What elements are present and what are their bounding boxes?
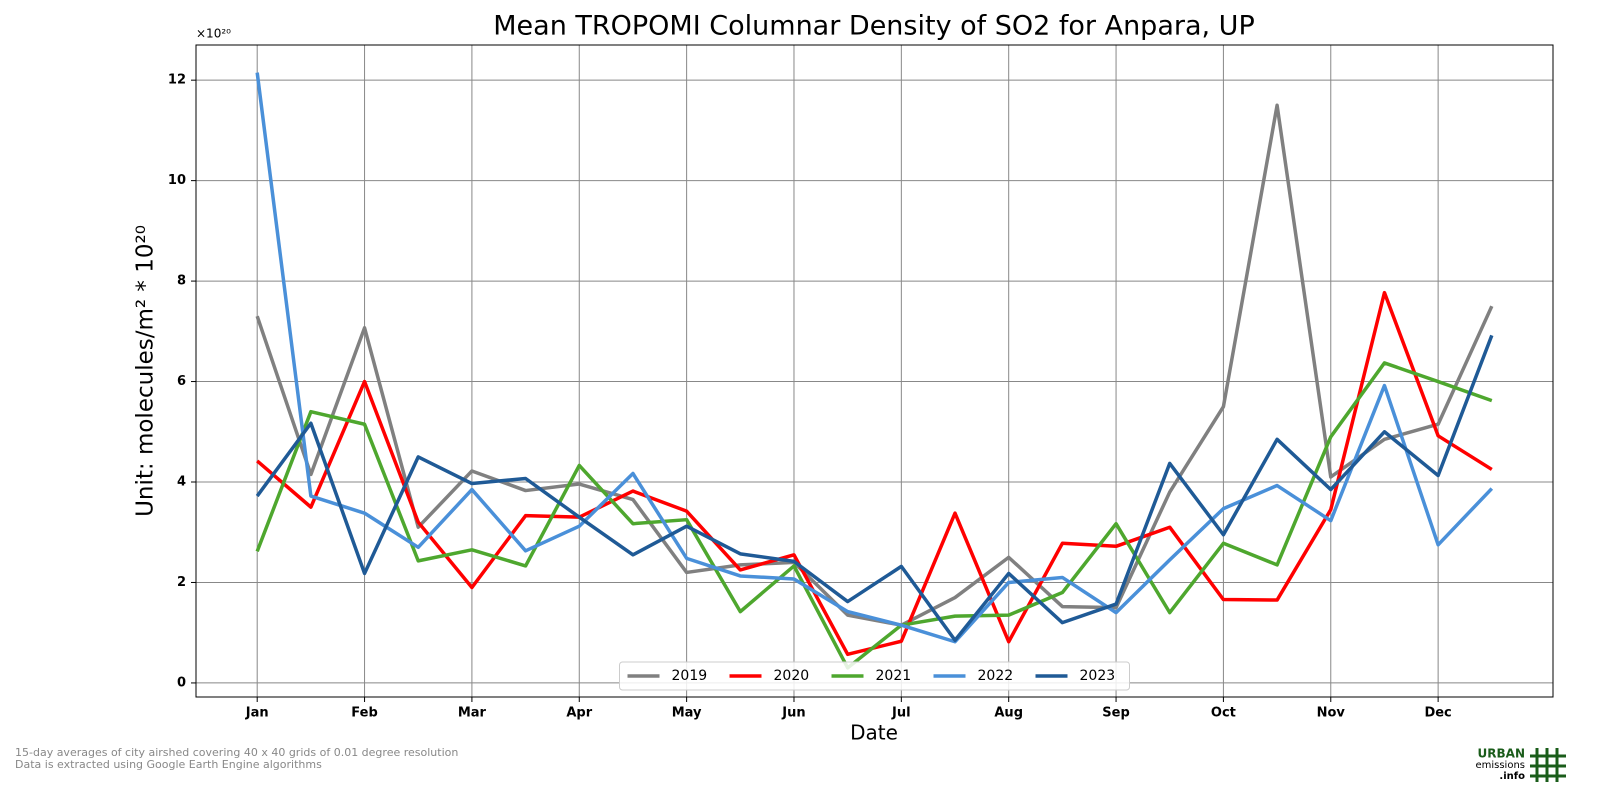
logo-icon	[1530, 748, 1566, 782]
y-tick-label: 10	[168, 173, 186, 188]
series-line	[255, 334, 1494, 642]
logo-text: .info	[1499, 771, 1525, 782]
y-tick-label: 0	[177, 675, 186, 690]
axis-offset: ×10²⁰	[196, 27, 231, 41]
x-tick-label: Nov	[1317, 706, 1346, 721]
x-tick-label: Oct	[1211, 706, 1236, 721]
x-axis-label: Date	[850, 721, 898, 745]
series-line	[256, 290, 1493, 657]
x-tick-label: Aug	[994, 706, 1023, 721]
x-tick-label: Dec	[1424, 706, 1451, 721]
series-line	[255, 72, 1494, 644]
plot-frame	[195, 44, 1554, 698]
x-tick-label: Feb	[351, 706, 377, 721]
y-tick-label: 4	[177, 475, 186, 490]
x-tick-label: Jan	[245, 706, 269, 721]
legend-label: 2019	[672, 668, 708, 684]
legend-label: 2023	[1080, 668, 1116, 684]
y-tick-label: 2	[177, 575, 186, 590]
logo: URBAN emissions .info	[1475, 747, 1566, 782]
y-axis-label: Unit: molecules/m² * 10²⁰	[133, 225, 159, 517]
y-tick-label: 8	[177, 274, 186, 289]
x-tick-label: Apr	[566, 706, 592, 721]
x-tick-label: Jun	[781, 706, 805, 721]
logo-text: emissions	[1475, 760, 1525, 771]
legend: 2019 2020 2021 2022 2023	[619, 661, 1130, 691]
series-line	[255, 361, 1493, 670]
footnote: Data is extracted using Google Earth Eng…	[15, 758, 322, 771]
x-tick-label: May	[672, 706, 702, 721]
x-tick-label: Jul	[891, 706, 911, 721]
legend-label: 2021	[876, 668, 912, 684]
x-tick-label: Mar	[458, 706, 487, 721]
chart-title: Mean TROPOMI Columnar Density of SO2 for…	[493, 11, 1254, 42]
logo-text: URBAN	[1478, 747, 1525, 761]
y-tick-label: 6	[177, 374, 186, 389]
legend-label: 2020	[774, 668, 810, 684]
footnote: 15-day averages of city airshed covering…	[15, 746, 458, 759]
x-tick-label: Sep	[1102, 706, 1130, 721]
y-tick-label: 12	[168, 73, 186, 88]
legend-box	[619, 661, 1130, 691]
legend-label: 2022	[978, 668, 1014, 684]
